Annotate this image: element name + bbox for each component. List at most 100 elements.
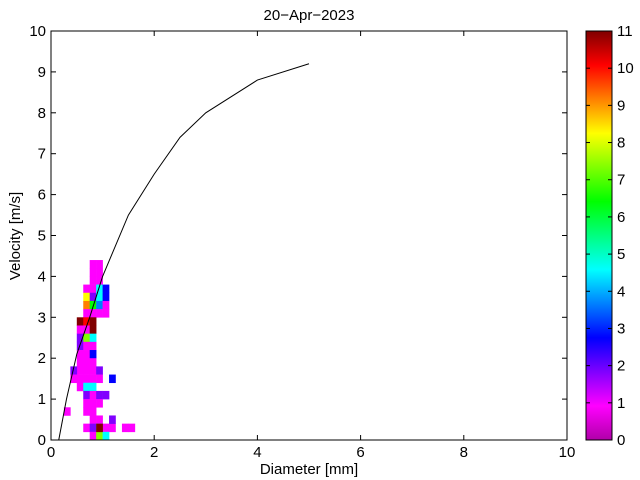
heatmap-cell bbox=[89, 317, 97, 326]
colorbar-ticks: 0 1 2 3 4 5 6 7 8 9 10 11 bbox=[586, 23, 634, 449]
heatmap-cell bbox=[96, 309, 103, 318]
heatmap-cell bbox=[109, 423, 116, 433]
colorbar-tick-label: 2 bbox=[617, 358, 625, 375]
heatmap-cell bbox=[89, 431, 97, 441]
heatmap-cell bbox=[83, 317, 90, 326]
heatmap-cell bbox=[89, 366, 97, 375]
colorbar-tick-label: 7 bbox=[617, 172, 625, 189]
heatmap-cell bbox=[89, 260, 97, 269]
x-tick-label: 4 bbox=[253, 444, 261, 461]
heatmap-cell bbox=[89, 407, 97, 416]
heatmap-cell bbox=[89, 268, 97, 277]
y-tick-label: 6 bbox=[38, 187, 46, 204]
y-tick-label: 1 bbox=[38, 391, 46, 408]
colorbar bbox=[585, 30, 613, 441]
heatmap-cell bbox=[102, 423, 110, 433]
colorbar-tick-label: 1 bbox=[617, 395, 625, 412]
x-tick-label: 8 bbox=[460, 444, 468, 461]
colorbar-tick-label: 4 bbox=[617, 283, 625, 300]
heatmap-cell bbox=[102, 284, 110, 294]
heatmap-cell bbox=[89, 350, 97, 359]
chart-title: 20−Apr−2023 bbox=[264, 7, 355, 24]
y-tick-label: 4 bbox=[38, 268, 46, 285]
heatmap-cell bbox=[89, 276, 97, 285]
heatmap-cell bbox=[89, 333, 97, 343]
heatmap-cell bbox=[102, 300, 110, 310]
y-tick-label: 5 bbox=[38, 228, 46, 245]
heatmap-cell bbox=[109, 415, 116, 424]
heatmap-cell bbox=[89, 374, 97, 384]
heatmap-cell bbox=[96, 260, 103, 269]
heatmap-cell bbox=[83, 292, 90, 302]
heatmap-cell bbox=[83, 325, 90, 334]
heatmap-cell bbox=[76, 325, 84, 334]
heatmap-cell bbox=[83, 341, 90, 351]
y-tick-label: 10 bbox=[29, 23, 46, 40]
colorbar-tick-label: 5 bbox=[617, 246, 625, 263]
heatmap-cell bbox=[89, 284, 97, 294]
heatmap-cell bbox=[89, 423, 97, 433]
colorbar-tick-label: 6 bbox=[617, 209, 625, 226]
heatmap-cell bbox=[102, 292, 110, 302]
heatmap-cell bbox=[76, 382, 84, 392]
heatmap-cell bbox=[96, 292, 103, 302]
heatmap-cell bbox=[96, 415, 103, 424]
colorbar-tick-label: 9 bbox=[617, 97, 625, 114]
reference-curve bbox=[58, 63, 310, 441]
colorbar-tick-label: 11 bbox=[617, 23, 633, 40]
heatmap-cell bbox=[83, 399, 90, 408]
heatmap-cell bbox=[63, 407, 71, 416]
heatmap-cell bbox=[96, 366, 103, 375]
y-tick-label: 9 bbox=[38, 64, 46, 81]
heatmap-cell bbox=[76, 341, 84, 351]
heatmap-cell bbox=[83, 366, 90, 375]
colorbar-tick-label: 3 bbox=[617, 320, 625, 337]
heatmap-cell bbox=[89, 415, 97, 424]
x-tick-label: 6 bbox=[356, 444, 364, 461]
heatmap-cell bbox=[70, 366, 78, 375]
heatmap-cell bbox=[96, 423, 103, 433]
heatmap-cell bbox=[83, 284, 90, 294]
heatmap-cell bbox=[96, 390, 103, 400]
heatmap-cell bbox=[89, 358, 97, 367]
x-ticks: 0 2 4 6 8 10 bbox=[47, 31, 575, 461]
heatmap-cell bbox=[76, 366, 84, 375]
x-tick-label: 2 bbox=[150, 444, 158, 461]
plot-frame bbox=[50, 30, 568, 441]
heatmap-cell bbox=[96, 300, 103, 310]
heatmap-cell bbox=[76, 374, 84, 384]
heatmap-cell bbox=[96, 431, 103, 441]
y-ticks: 0 1 2 3 4 5 6 7 8 9 10 bbox=[29, 23, 567, 449]
y-tick-label: 0 bbox=[38, 432, 46, 449]
heatmap-cell bbox=[102, 390, 110, 400]
heatmap-cell bbox=[121, 423, 129, 433]
heatmap-cell bbox=[89, 390, 97, 400]
heatmap-cell bbox=[96, 276, 103, 285]
heatmap-cell bbox=[89, 399, 97, 408]
heatmap-cell bbox=[83, 382, 90, 392]
heatmap-cell bbox=[76, 350, 84, 359]
y-tick-label: 3 bbox=[38, 309, 46, 326]
heatmap-cell bbox=[83, 333, 90, 343]
heatmap-cell bbox=[89, 292, 97, 302]
heatmap-cell bbox=[76, 317, 84, 326]
heatmap-cell bbox=[83, 374, 90, 384]
heatmap-cell bbox=[102, 309, 110, 318]
heatmap-cell bbox=[83, 358, 90, 367]
heatmap-cell bbox=[83, 350, 90, 359]
colorbar-tick-label: 0 bbox=[617, 432, 625, 449]
colorbar-tick-label: 8 bbox=[617, 135, 625, 152]
heatmap-cell bbox=[109, 374, 116, 384]
reference-curve-layer bbox=[58, 63, 310, 441]
heatmap-cell bbox=[96, 399, 103, 408]
heatmap-cell bbox=[83, 390, 90, 400]
y-tick-label: 8 bbox=[38, 105, 46, 122]
y-tick-label: 2 bbox=[38, 350, 46, 367]
x-tick-label: 0 bbox=[47, 444, 55, 461]
colorbar-tick-label: 10 bbox=[617, 60, 634, 77]
heatmap-cell bbox=[89, 382, 97, 392]
heatmap-cell bbox=[89, 309, 97, 318]
heatmap-cell bbox=[89, 325, 97, 334]
heatmap-cell bbox=[102, 431, 110, 441]
